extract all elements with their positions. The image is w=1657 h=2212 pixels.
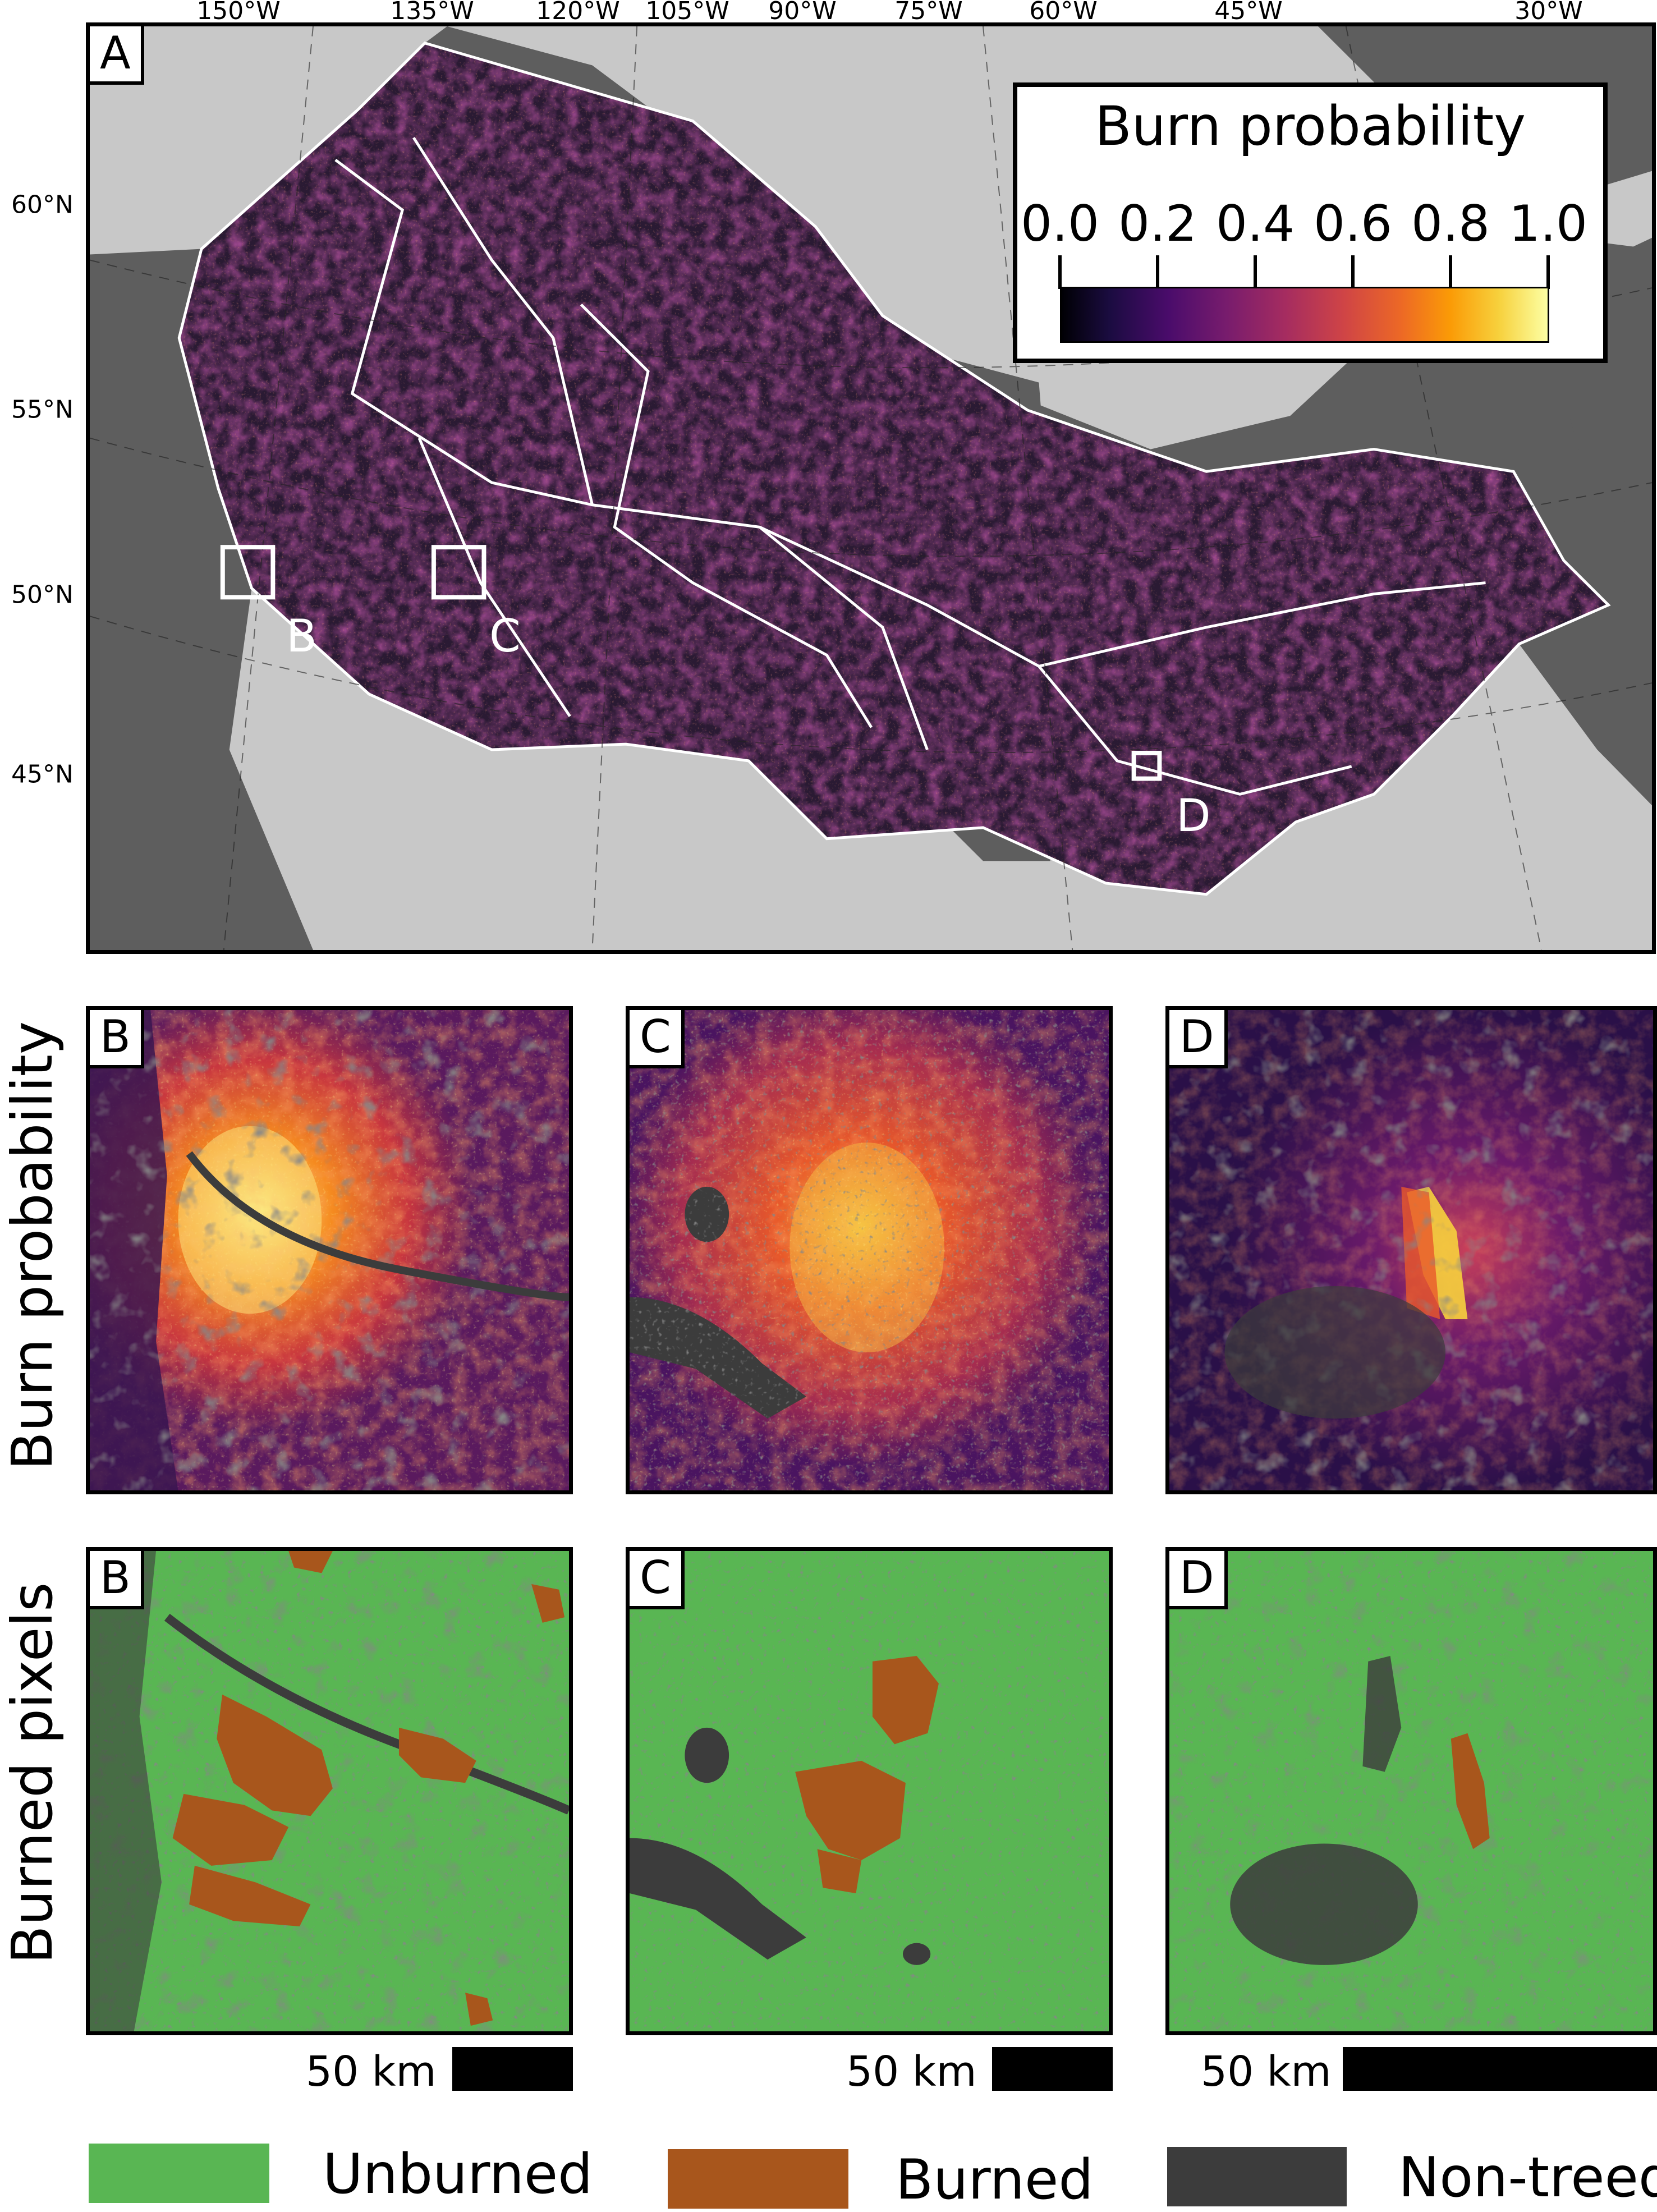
inset-box-c [431, 545, 486, 600]
burned-pixels-panel-d: D [1165, 1547, 1657, 2035]
lat-55n: 55°N [11, 395, 74, 424]
bp-b-graphic [90, 1010, 569, 1490]
lon-90w: 90°W [768, 0, 837, 25]
tick-mark [1156, 255, 1159, 289]
scale-label-d: 50 km [1201, 2048, 1332, 2096]
lon-105w: 105°W [645, 0, 729, 25]
burned-pixels-panel-b: B [86, 1547, 573, 2035]
tick-mark [1546, 255, 1550, 289]
scale-bar-c [992, 2047, 1113, 2091]
bp-d-graphic [1169, 1010, 1653, 1490]
bpx-d-graphic [1169, 1551, 1653, 2031]
inset-label-c: C [489, 610, 521, 662]
panel-label-bp-b: B [90, 1010, 144, 1068]
inset-box-b [220, 545, 276, 600]
tick-mark [1351, 255, 1355, 289]
legend-title: Burn probability [1094, 95, 1526, 158]
lon-75w: 75°W [894, 0, 963, 25]
lon-135w: 135°W [390, 0, 474, 25]
scale-bar-d [1343, 2047, 1657, 2091]
burn-probability-panel-b: B [86, 1006, 573, 1494]
panel-label-bp-c: C [630, 1010, 685, 1068]
panel-label-bpx-d: D [1169, 1551, 1228, 1609]
legend-tick-0: 0.0 [1021, 195, 1099, 253]
legend-tick-1: 0.2 [1118, 195, 1197, 253]
lon-30w: 30°W [1514, 0, 1583, 25]
tick-mark [1058, 255, 1062, 289]
burn-probability-legend: Burn probability 0.0 0.2 0.4 0.6 0.8 1.0 [1013, 82, 1608, 363]
lon-60w: 60°W [1029, 0, 1098, 25]
inset-label-b: B [286, 610, 317, 662]
usa-land [229, 588, 1652, 950]
panel-label-bp-d: D [1169, 1010, 1228, 1068]
panel-label-bpx-b: B [90, 1551, 144, 1609]
overview-map-graphic [90, 26, 1652, 950]
scale-label-b: 50 km [306, 2048, 437, 2096]
lon-45w: 45°W [1214, 0, 1283, 25]
bpx-c-graphic [630, 1551, 1109, 2031]
tick-mark [1449, 255, 1452, 289]
legend-tick-3: 0.6 [1314, 195, 1392, 253]
bp-c-graphic [630, 1010, 1109, 1490]
scale-label-c: 50 km [846, 2048, 977, 2096]
lat-50n: 50°N [11, 580, 74, 609]
legend-tick-2: 0.4 [1216, 195, 1295, 253]
inset-label-d: D [1176, 790, 1211, 842]
legend-tick-4: 0.8 [1411, 195, 1490, 253]
label-non-treed: Non-treed [1398, 2146, 1657, 2210]
swatch-non-treed [1167, 2147, 1347, 2206]
burn-probability-panel-c: C [626, 1006, 1113, 1494]
bpx-b-graphic [90, 1551, 569, 2031]
swatch-unburned [89, 2144, 269, 2203]
colorbar [1060, 287, 1549, 343]
lat-60n: 60°N [11, 190, 74, 219]
panel-label-a: A [90, 26, 144, 85]
lat-45n: 45°N [11, 760, 74, 789]
burned-pixels-panel-c: C [626, 1547, 1113, 2035]
inset-box-d [1131, 751, 1162, 781]
lon-120w: 120°W [536, 0, 620, 25]
label-unburned: Unburned [323, 2142, 593, 2206]
row-label-burned-pixels: Burned pixels [0, 1582, 65, 1964]
burn-probability-panel-d: D [1165, 1006, 1657, 1494]
tick-mark [1254, 255, 1257, 289]
swatch-burned [668, 2149, 848, 2209]
panel-label-bpx-c: C [630, 1551, 685, 1609]
label-burned: Burned [896, 2148, 1094, 2212]
overview-map: A B C D Burn probability 0.0 0.2 0.4 0.6… [86, 22, 1656, 954]
alaska-land [90, 26, 447, 255]
legend-tick-5: 1.0 [1509, 195, 1587, 253]
scale-bar-b [452, 2047, 573, 2091]
lon-150w: 150°W [196, 0, 281, 25]
row-label-burn-probability: Burn probability [0, 1021, 65, 1470]
